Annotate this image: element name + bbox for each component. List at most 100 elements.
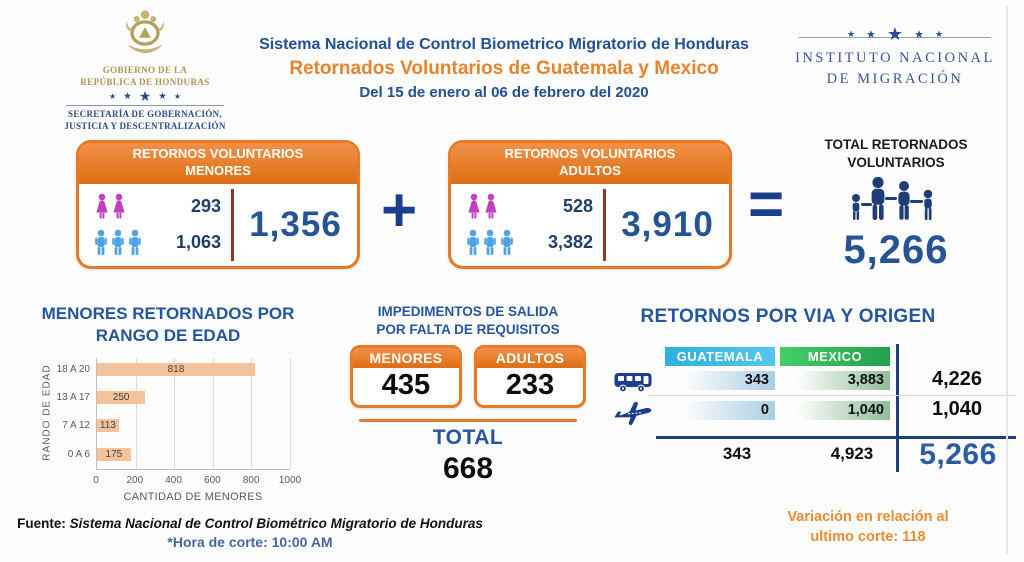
star-icon: ★ bbox=[914, 28, 924, 41]
category-label: 18 A 20 bbox=[56, 364, 90, 375]
inm-name-line2: DE MIGRACIÓN bbox=[826, 71, 964, 88]
tick-label: 800 bbox=[242, 475, 260, 486]
table-vertical-line bbox=[896, 344, 899, 472]
impedimentos-total-value: 668 bbox=[442, 452, 494, 486]
x-axis-label: CANTIDAD DE MENORES bbox=[123, 491, 263, 503]
impedimentos-menores-label: MENORES bbox=[353, 348, 459, 369]
box-divider bbox=[603, 188, 606, 261]
bar-label: 175 bbox=[105, 449, 123, 460]
inm-name-line1: INSTITUTO NACIONAL bbox=[795, 50, 995, 66]
via-origen-title: RETORNOS POR VIA Y ORIGEN bbox=[640, 306, 936, 327]
gridline bbox=[135, 358, 137, 469]
bar-18-a-20: 818 bbox=[97, 363, 255, 376]
inm-logo: ★ ★ ★ ★ ★ INSTITUTO NACIONAL DE MIGRACIÓ… bbox=[793, 22, 997, 90]
chart-title-line2: RANGO DE EDAD bbox=[95, 326, 241, 346]
cutoff-time: *Hora de corte: 10:00 AM bbox=[167, 534, 333, 550]
total-label-line1: TOTAL RETORNADOS bbox=[824, 137, 968, 152]
impedimentos-adultos-value: 233 bbox=[505, 369, 555, 402]
adultos-box-header: RETORNOS VOLUNTARIOS ADULTOS bbox=[451, 143, 729, 184]
star-icon: ★ bbox=[846, 28, 856, 39]
totals-line bbox=[656, 436, 1016, 439]
impedimentos-title-line1: IMPEDIMENTOS DE SALIDA bbox=[377, 304, 559, 319]
via-origen-section: RETORNOS POR VIA Y ORIGEN GUATEMALA MEXI… bbox=[612, 300, 1020, 480]
row-total-bus: 4,226 bbox=[931, 368, 983, 390]
inm-stars: ★ ★ ★ ★ ★ bbox=[793, 22, 997, 46]
box-divider bbox=[231, 188, 234, 261]
menores-box: RETORNOS VOLUNTARIOS MENORES 293 bbox=[76, 140, 360, 269]
plus-sign: + bbox=[381, 176, 418, 245]
impedimentos-menores-box: MENORES 435 bbox=[350, 345, 462, 409]
star-icon: ★ bbox=[934, 28, 944, 39]
gov-stars: ★ ★ ★ ★ ★ bbox=[55, 88, 235, 104]
category-label: 0 A 6 bbox=[67, 449, 90, 460]
category-label: 13 A 17 bbox=[56, 392, 90, 403]
plane-icon bbox=[614, 401, 652, 426]
adultos-header-line1: RETORNOS VOLUNTARIOS bbox=[504, 146, 676, 161]
female-icon bbox=[96, 194, 125, 219]
cell-bus-mexico: 3,883 bbox=[798, 371, 890, 390]
bar-13-a-17: 250 bbox=[97, 391, 146, 404]
grand-total-value: 5,266 bbox=[843, 228, 949, 273]
via-grand-total: 5,266 bbox=[919, 438, 997, 471]
variation-line1: Variación en relación al bbox=[787, 509, 949, 525]
star-icon: ★ bbox=[138, 87, 152, 104]
gridline bbox=[174, 358, 176, 469]
female-icon bbox=[468, 194, 497, 219]
column-total-mexico: 4,923 bbox=[830, 444, 874, 463]
secretaria-line1: SECRETARÍA DE GOBERNACIÓN, bbox=[68, 109, 222, 120]
adultos-male-count: 3,382 bbox=[547, 232, 593, 253]
honduras-seal-icon bbox=[126, 10, 164, 54]
tick-label: 1000 bbox=[278, 475, 302, 486]
tick-label: 200 bbox=[126, 475, 144, 486]
bar-label: 818 bbox=[167, 364, 185, 375]
title-block: Sistema Nacional de Control Biometrico M… bbox=[250, 36, 758, 101]
menores-header-line1: RETORNOS VOLUNTARIOS bbox=[132, 146, 304, 161]
menores-male-count: 1,063 bbox=[175, 232, 221, 253]
variation-line2: ultimo corte: 118 bbox=[810, 529, 926, 546]
source-text: Sistema Nacional de Control Biométrico M… bbox=[69, 516, 483, 531]
source-label: Fuente: bbox=[17, 516, 66, 531]
cell-plane-mexico: 1,040 bbox=[798, 401, 890, 420]
bus-icon bbox=[614, 373, 652, 393]
cell-bus-guatemala: 343 bbox=[683, 371, 775, 390]
gov-name-line1: GOBIERNO DE LA bbox=[102, 65, 188, 75]
menores-female-count: 293 bbox=[190, 196, 221, 217]
male-icon bbox=[467, 230, 513, 256]
impedimentos-title-line2: POR FALTA DE REQUISITOS bbox=[376, 321, 560, 337]
total-label-line2: VOLUNTARIOS bbox=[847, 155, 945, 171]
male-icon bbox=[95, 230, 141, 256]
cell-plane-guatemala: 0 bbox=[683, 401, 775, 420]
tick-label: 600 bbox=[204, 475, 221, 486]
bar-label: 113 bbox=[99, 420, 116, 431]
adultos-total: 3,910 bbox=[621, 204, 714, 244]
secretaria-line2: JUSTICIA Y DESCENTRALIZACIÓN bbox=[64, 121, 226, 132]
gridline bbox=[212, 358, 214, 469]
menores-box-header: RETORNOS VOLUNTARIOS MENORES bbox=[79, 143, 357, 184]
bar-7-a-12: 113 bbox=[97, 419, 119, 432]
family-icon bbox=[852, 177, 933, 221]
impedimentos-adultos-label: ADULTOS bbox=[477, 348, 583, 369]
star-icon: ★ bbox=[866, 28, 876, 41]
date-range: Del 15 de enero al 06 de febrero del 202… bbox=[359, 84, 649, 101]
slide-edge bbox=[1006, 6, 1008, 554]
star-icon: ★ bbox=[173, 91, 181, 101]
category-label: 7 A 12 bbox=[62, 420, 90, 431]
main-title: Sistema Nacional de Control Biometrico M… bbox=[259, 36, 749, 53]
row-separator bbox=[648, 395, 1016, 396]
column-total-guatemala: 343 bbox=[722, 444, 752, 463]
source-note: Fuente: Sistema Nacional de Control Biom… bbox=[0, 516, 500, 550]
star-icon: ★ bbox=[158, 90, 167, 102]
tick-label: 0 bbox=[93, 475, 99, 486]
impedimentos-adultos-box: ADULTOS 233 bbox=[474, 345, 586, 409]
impedimentos-divider bbox=[359, 419, 577, 423]
star-icon: ★ bbox=[123, 90, 132, 102]
inm-divider bbox=[799, 37, 991, 38]
tick-label: 400 bbox=[165, 475, 182, 486]
menores-header-line2: MENORES bbox=[185, 162, 251, 178]
gov-name-line2: REPÚBLICA DE HONDURAS bbox=[80, 76, 210, 87]
adultos-box: RETORNOS VOLUNTARIOS ADULTOS 528 bbox=[448, 140, 732, 269]
bar-0-a-6: 175 bbox=[97, 448, 131, 461]
star-icon: ★ bbox=[886, 23, 904, 44]
gridline bbox=[251, 358, 253, 469]
